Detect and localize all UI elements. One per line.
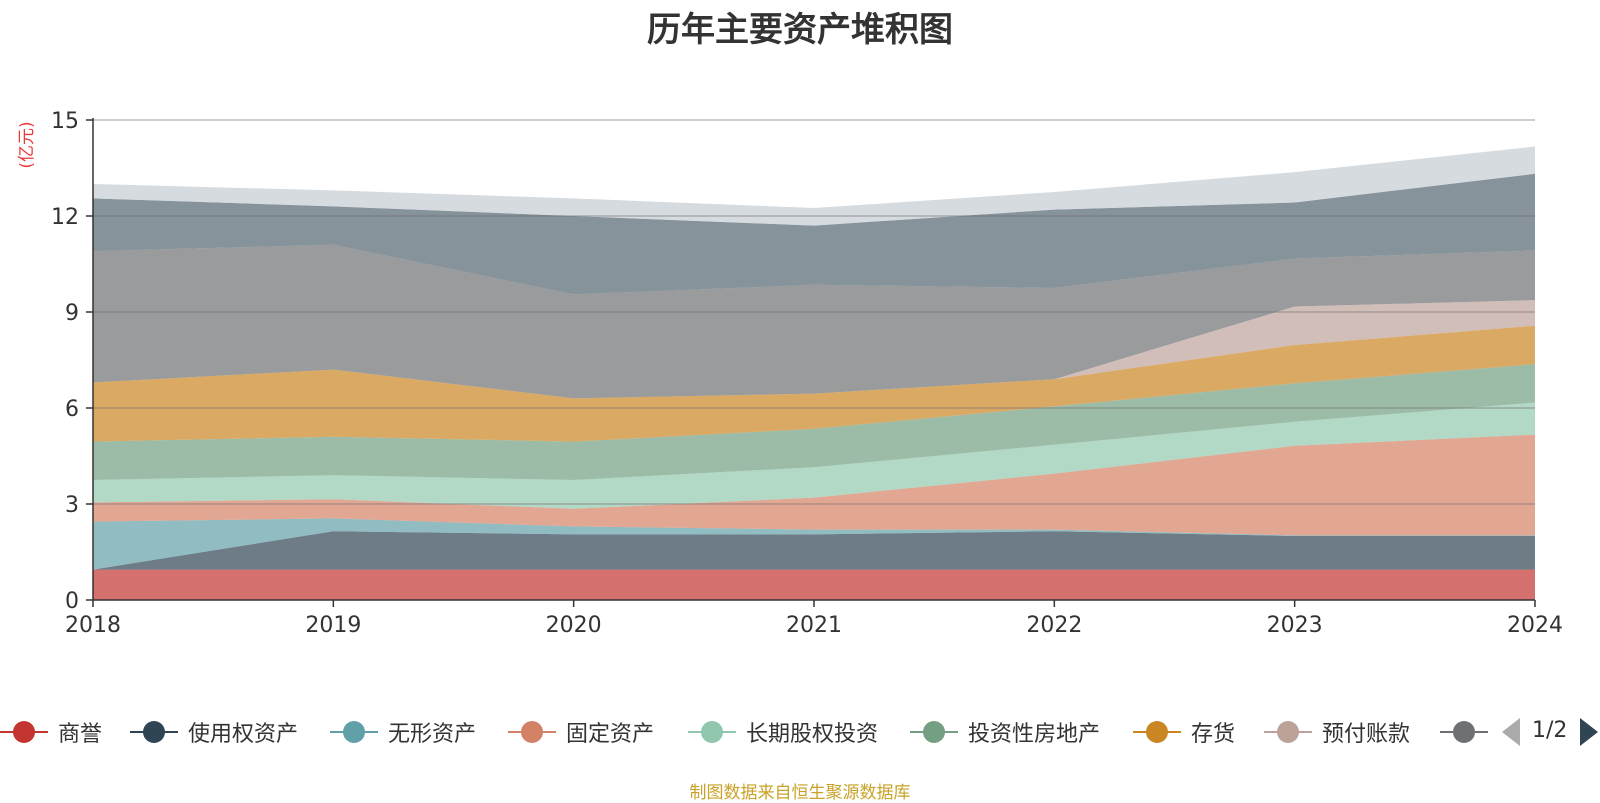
area-series-4 <box>93 402 1535 509</box>
area-series-3 <box>93 434 1535 536</box>
legend-item[interactable]: 预付账款 <box>1264 712 1410 752</box>
stacked-area-chart: 0 3 6 9 12 15 2018 2019 2020 2021 2022 2023 2024 (亿元… <box>17 109 1563 638</box>
axis-layer: 0 3 6 9 12 15 2018 2019 2020 2021 2022 2023 2024 <box>51 109 1563 638</box>
y-tick-label: 6 <box>65 397 79 422</box>
legend-marker-icon <box>1264 712 1312 752</box>
area-series-2 <box>93 518 1535 570</box>
legend-label: 长期股权投资 <box>746 722 879 747</box>
legend-item[interactable]: 存货 <box>1133 712 1235 752</box>
areas-layer <box>93 146 1535 600</box>
legend-label: 商誉 <box>58 722 103 747</box>
legend-next-page-icon[interactable] <box>1580 718 1598 746</box>
x-tick-label: 2023 <box>1267 613 1323 638</box>
legend-marker-icon <box>1440 712 1488 752</box>
area-series-5 <box>93 364 1535 480</box>
legend-prev-page-icon[interactable] <box>1502 718 1520 746</box>
legend-item[interactable] <box>1440 712 1488 752</box>
legend-label: 固定资产 <box>566 722 655 747</box>
area-series-0 <box>93 569 1535 600</box>
legend-label: 无形资产 <box>388 722 477 747</box>
legend-item[interactable]: 长期股权投资 <box>688 712 878 752</box>
legend: 商誉 使用权资产 无形资产 固定资产 长期股权投资 投资性房地产 存货 预付账款 <box>0 712 1600 752</box>
legend-label: 存货 <box>1191 722 1236 747</box>
y-tick-label: 9 <box>65 301 79 326</box>
legend-item[interactable]: 固定资产 <box>508 712 654 752</box>
y-tick-label: 3 <box>65 493 79 518</box>
legend-marker-icon <box>1133 712 1181 752</box>
legend-pager: 1/2 <box>1500 712 1600 752</box>
legend-label: 预付账款 <box>1322 722 1411 747</box>
legend-label: 投资性房地产 <box>968 722 1101 747</box>
x-tick-label: 2024 <box>1507 613 1563 638</box>
area-series-10 <box>93 146 1535 226</box>
x-tick-label: 2018 <box>65 613 121 638</box>
x-tick-label: 2022 <box>1026 613 1082 638</box>
legend-marker-icon <box>508 712 556 752</box>
legend-marker-icon <box>130 712 178 752</box>
legend-label: 使用权资产 <box>188 722 299 747</box>
legend-item[interactable]: 使用权资产 <box>130 712 298 752</box>
x-tick-label: 2019 <box>305 613 361 638</box>
x-tick-label: 2020 <box>546 613 602 638</box>
y-tick-label: 12 <box>51 205 79 230</box>
area-series-9 <box>93 173 1535 295</box>
legend-marker-icon <box>910 712 958 752</box>
x-tick-label: 2021 <box>786 613 842 638</box>
y-axis-label: (亿元) <box>17 121 37 168</box>
legend-item[interactable]: 无形资产 <box>330 712 476 752</box>
legend-marker-icon <box>688 712 736 752</box>
grid-layer <box>93 119 1535 505</box>
y-tick-label: 15 <box>51 109 79 134</box>
legend-marker-icon <box>0 712 48 752</box>
legend-marker-icon <box>330 712 378 752</box>
legend-item[interactable]: 投资性房地产 <box>910 712 1100 752</box>
area-series-8 <box>93 244 1535 399</box>
y-tick-label: 0 <box>65 589 79 614</box>
chart-title: 历年主要资产堆积图 <box>647 10 953 50</box>
area-series-6 <box>93 325 1535 442</box>
area-series-1 <box>93 531 1535 570</box>
legend-item[interactable]: 商誉 <box>0 712 102 752</box>
area-series-7 <box>93 300 1535 399</box>
legend-page-indicator: 1/2 <box>1532 718 1568 743</box>
data-source-note: 制图数据来自恒生聚源数据库 <box>689 783 911 803</box>
